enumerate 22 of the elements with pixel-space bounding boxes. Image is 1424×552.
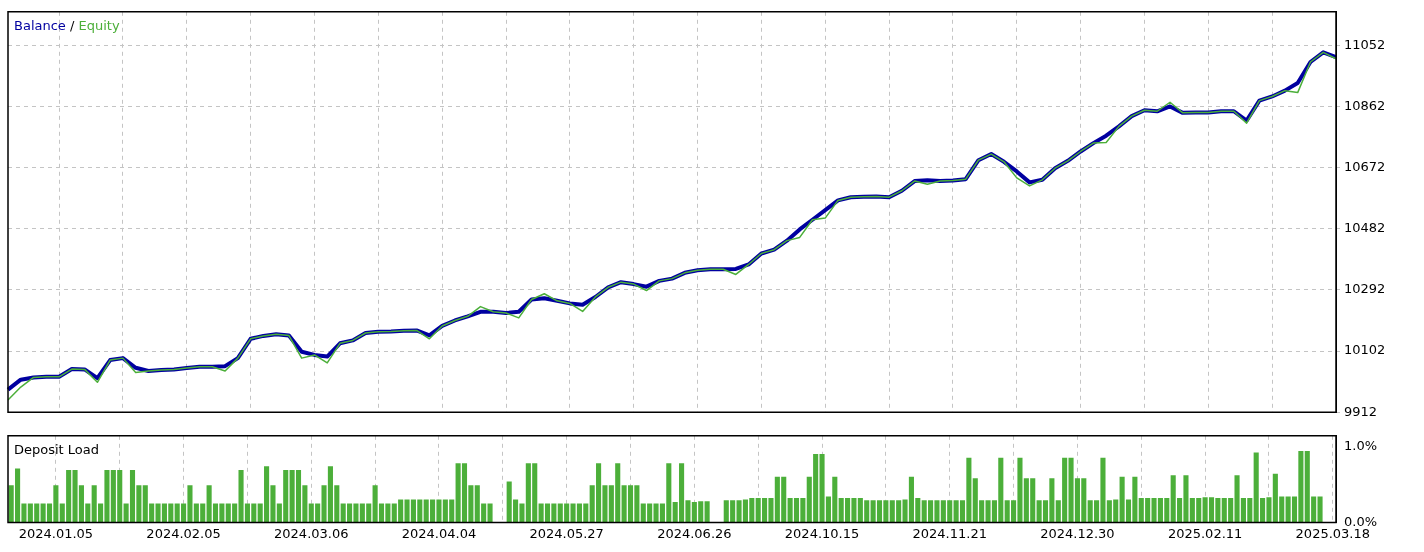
x-tick-label: 2025.02.11 <box>1167 525 1243 541</box>
y-tick-label: 10672 <box>1344 158 1386 174</box>
y-tick-label: 10102 <box>1344 342 1386 358</box>
x-tick-label: 2024.12.30 <box>1040 525 1115 541</box>
y-tick-label: 1.0% <box>1344 437 1378 453</box>
x-tick-label: 2024.11.21 <box>912 525 987 541</box>
x-tick-label: 2024.06.26 <box>657 525 732 541</box>
x-tick-label: 2024.01.05 <box>18 525 94 541</box>
y-tick-label: 10482 <box>1344 220 1386 236</box>
x-tick-label: 2024.05.27 <box>529 525 604 541</box>
text: Balance <box>14 17 66 33</box>
x-tick-label: 2024.10.15 <box>784 525 860 541</box>
text: Deposit Load <box>14 441 100 457</box>
x-tick-label: 2024.03.06 <box>274 525 349 541</box>
x-tick-label: 2024.02.05 <box>146 525 221 541</box>
text: Equity <box>78 17 120 33</box>
y-tick-label: 9912 <box>1344 403 1378 419</box>
y-tick-label: 10862 <box>1344 97 1386 113</box>
y-tick-label: 10292 <box>1344 281 1386 297</box>
y-tick-label: 11052 <box>1344 36 1386 52</box>
annotation: / <box>65 17 79 33</box>
x-tick-label: 2024.04.04 <box>401 525 477 541</box>
